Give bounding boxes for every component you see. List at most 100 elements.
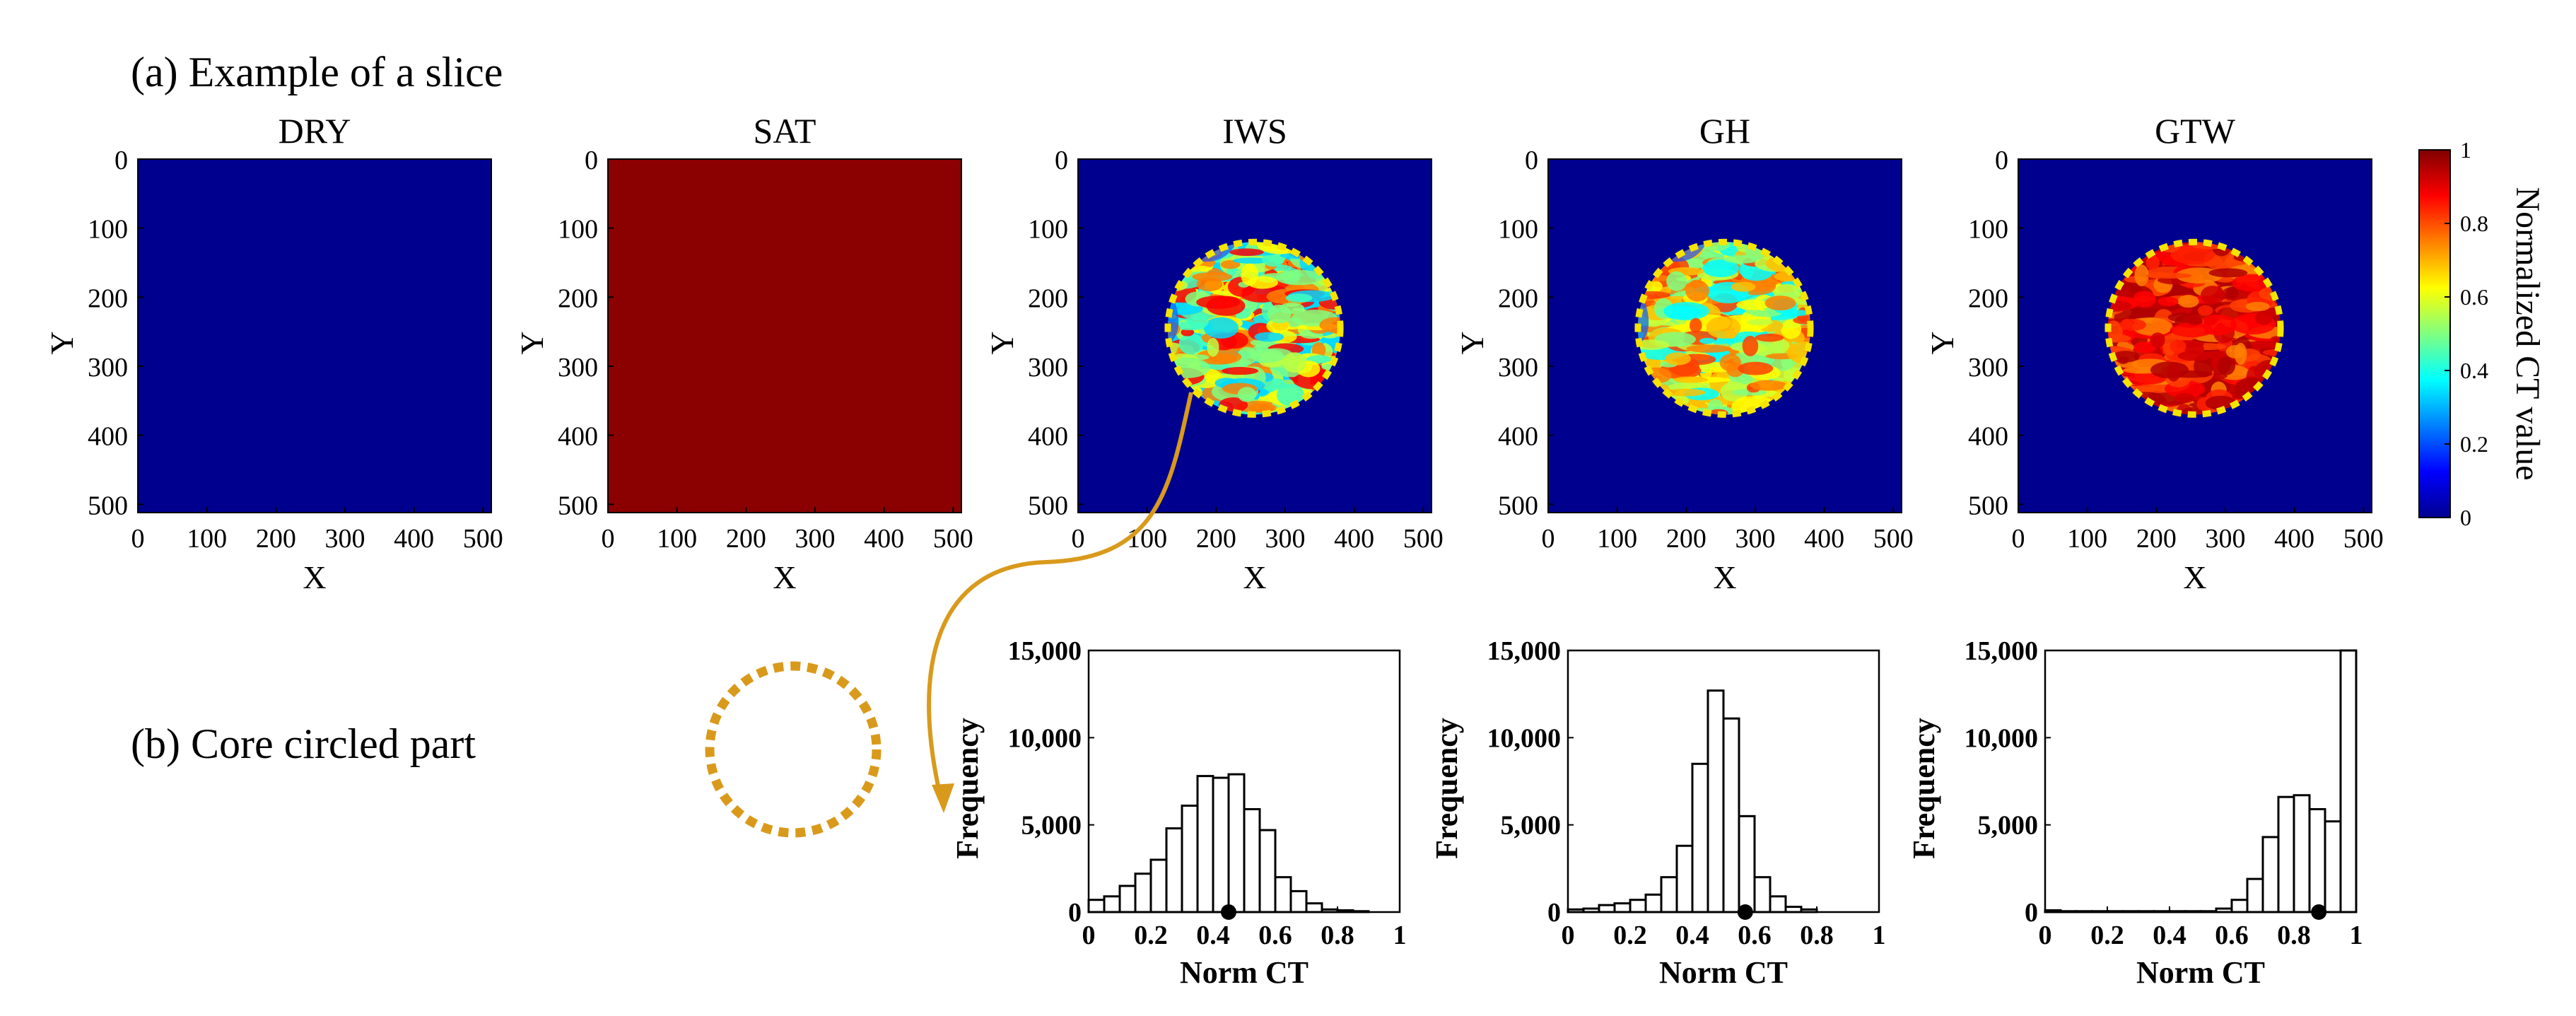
x-tick-label: 300 (1735, 524, 1775, 554)
core-speck (1793, 316, 1811, 325)
histogram-bar (2324, 820, 2342, 913)
x-tick-label: 0.2 (1613, 921, 1647, 950)
y-tick-label: 500 (1968, 491, 2008, 520)
core-speck (1666, 271, 1687, 291)
x-axis-label: Norm CT (2136, 955, 2265, 990)
y-axis-label: Y (1454, 331, 1490, 354)
x-tick-label: 0.2 (1134, 921, 1168, 950)
y-tick-label: 10,000 (1487, 723, 1562, 753)
histogram-bar (1118, 884, 1137, 913)
x-tick-label: 0.6 (1258, 921, 1292, 950)
y-tick-label: 500 (88, 491, 128, 520)
core-speck (1237, 387, 1257, 402)
x-tick-label: 300 (795, 524, 835, 554)
core-outline (2104, 238, 2284, 418)
axes-frame (137, 158, 492, 513)
core-speck (2186, 314, 2203, 326)
core-speck (1206, 296, 1246, 316)
x-tick-label: 0 (2039, 921, 2052, 950)
colorbar: 0 0.2 0.4 0.6 0.8 1 Normalized CT value (2418, 137, 2546, 530)
y-tick-label: 100 (558, 215, 598, 245)
mean-marker (2311, 904, 2327, 920)
y-tick-label: 200 (558, 284, 598, 313)
histogram-bar (1087, 899, 1106, 913)
axes-frame (607, 158, 962, 513)
core-speck (1699, 337, 1716, 344)
histogram-bar (2308, 807, 2326, 913)
y-tick-label: 10,000 (1008, 723, 1082, 753)
section-a-label: (a) Example of a slice (131, 49, 503, 95)
mean-marker (1737, 904, 1753, 920)
core-speck (1747, 319, 1774, 326)
x-tick-label: 0.8 (2277, 921, 2311, 950)
y-tick-label: 0 (585, 146, 598, 175)
y-tick-label: 10,000 (1965, 723, 2039, 753)
x-tick-label: 500 (463, 524, 503, 554)
x-tick-label: 500 (2343, 524, 2384, 554)
x-tick-label: 1 (1393, 921, 1407, 950)
y-tick-label: 0 (1547, 898, 1561, 928)
y-tick-label: 15,000 (1487, 636, 1562, 666)
histogram-bar (1165, 827, 1183, 913)
y-tick-label: 300 (1028, 353, 1068, 383)
y-tick-label: 200 (88, 284, 128, 313)
core-speck (1181, 328, 1195, 337)
x-tick-label: 100 (187, 524, 227, 554)
histogram-bar (1769, 895, 1787, 913)
x-tick-label: 400 (864, 524, 904, 554)
colorbar-tick-label: 0.8 (2460, 211, 2488, 236)
y-axis-label: Frequency (1907, 718, 1941, 859)
x-tick-label: 1 (1873, 921, 1886, 950)
x-tick-label: 300 (324, 524, 365, 554)
x-tick-label: 0 (1562, 921, 1575, 950)
y-tick-label: 0 (1525, 146, 1538, 175)
x-tick-label: 200 (726, 524, 766, 554)
histogram-bar (1134, 872, 1152, 913)
core-speck (2200, 286, 2225, 305)
histogram-bar (1212, 776, 1230, 913)
y-tick-label: 400 (558, 422, 598, 452)
slice-title: DRY (279, 111, 351, 151)
core-speck (2170, 339, 2186, 354)
core-speck (1276, 384, 1304, 407)
x-tick-label: 1 (2350, 921, 2363, 950)
x-tick-label: 400 (1334, 524, 1374, 554)
x-tick-label: 0.2 (2090, 921, 2124, 950)
slice-title: GTW (2155, 111, 2236, 151)
y-tick-label: 300 (558, 353, 598, 383)
core-speck (1736, 299, 1769, 310)
y-tick-label: 0 (115, 146, 128, 175)
core-speck (1222, 367, 1259, 375)
core-speck (1190, 313, 1209, 329)
x-tick-label: 400 (1804, 524, 1844, 554)
slice-title: IWS (1222, 111, 1287, 151)
x-tick-label: 0 (1072, 524, 1085, 554)
y-axis-label: Y (514, 331, 550, 354)
x-axis-label: X (773, 559, 796, 595)
axes-frame (1547, 158, 1902, 513)
histogram-bar (1149, 858, 1168, 913)
histogram-bar (1598, 904, 1616, 913)
histogram-bar (1644, 893, 1663, 913)
core-speck (1750, 380, 1788, 391)
core-speck (1286, 317, 1303, 327)
histogram-bar (1629, 899, 1647, 913)
histogram-iws: 0 5,000 10,000 15,000 0 0.2 0.4 0.6 0.8 1 Norm CT F… (950, 636, 1407, 990)
x-tick-label: 200 (1666, 524, 1706, 554)
y-axis-label: Y (1924, 331, 1960, 354)
y-tick-label: 5,000 (1501, 811, 1562, 841)
core-speck (1702, 259, 1739, 278)
x-axis-label: X (303, 559, 326, 595)
core-speck (2133, 291, 2156, 308)
x-tick-label: 200 (256, 524, 296, 554)
core-speck (1203, 317, 1239, 339)
core-speck (1706, 316, 1741, 339)
axes-frame (2044, 649, 2358, 913)
core-speck (2250, 340, 2281, 349)
core-speck (1742, 335, 1759, 356)
y-tick-label: 0 (1068, 898, 1082, 928)
histogram-bar (1274, 876, 1292, 913)
colorbar-tick-label: 0.6 (2460, 284, 2488, 310)
histogram-bar (2230, 899, 2249, 913)
